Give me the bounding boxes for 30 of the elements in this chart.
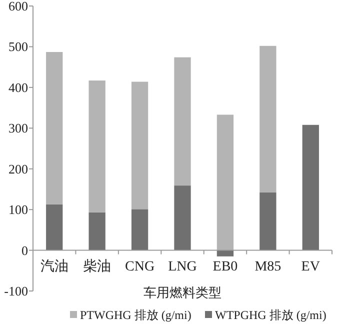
bar [88,212,106,250]
y-tick-label: 400 [8,80,28,95]
bar [131,209,148,250]
bar [174,57,191,186]
bar [260,46,276,192]
bar [88,80,106,212]
legend-label: PTWGHG 排放 (g/mi) [80,308,192,322]
bar [131,82,148,210]
bar [260,192,276,250]
x-tick-label: EB0 [212,259,238,274]
bar [302,124,319,250]
x-tick-label: CNG [125,259,155,274]
x-tick-label: 柴油 [83,258,112,274]
y-tick-label: 100 [8,202,28,218]
x-tick-label: 汽油 [40,258,68,274]
bar [216,114,234,250]
bar [46,204,63,250]
bar [174,186,191,250]
y-tick-label: 500 [8,39,28,54]
x-tick-label: LNG [168,259,197,274]
legend-label: WTPGHG 排放 (g/mi) [215,308,326,322]
y-tick-label: 0 [22,242,28,258]
x-axis-title: 车用燃料类型 [144,285,222,300]
y-tick-label: 600 [8,0,28,14]
y-tick-label: 200 [8,161,28,176]
x-tick-label: M85 [254,259,282,274]
y-tick-label: 300 [8,120,28,136]
x-tick-label: EV [301,259,320,274]
y-tick-label: -100 [4,284,28,298]
bar [46,52,63,204]
